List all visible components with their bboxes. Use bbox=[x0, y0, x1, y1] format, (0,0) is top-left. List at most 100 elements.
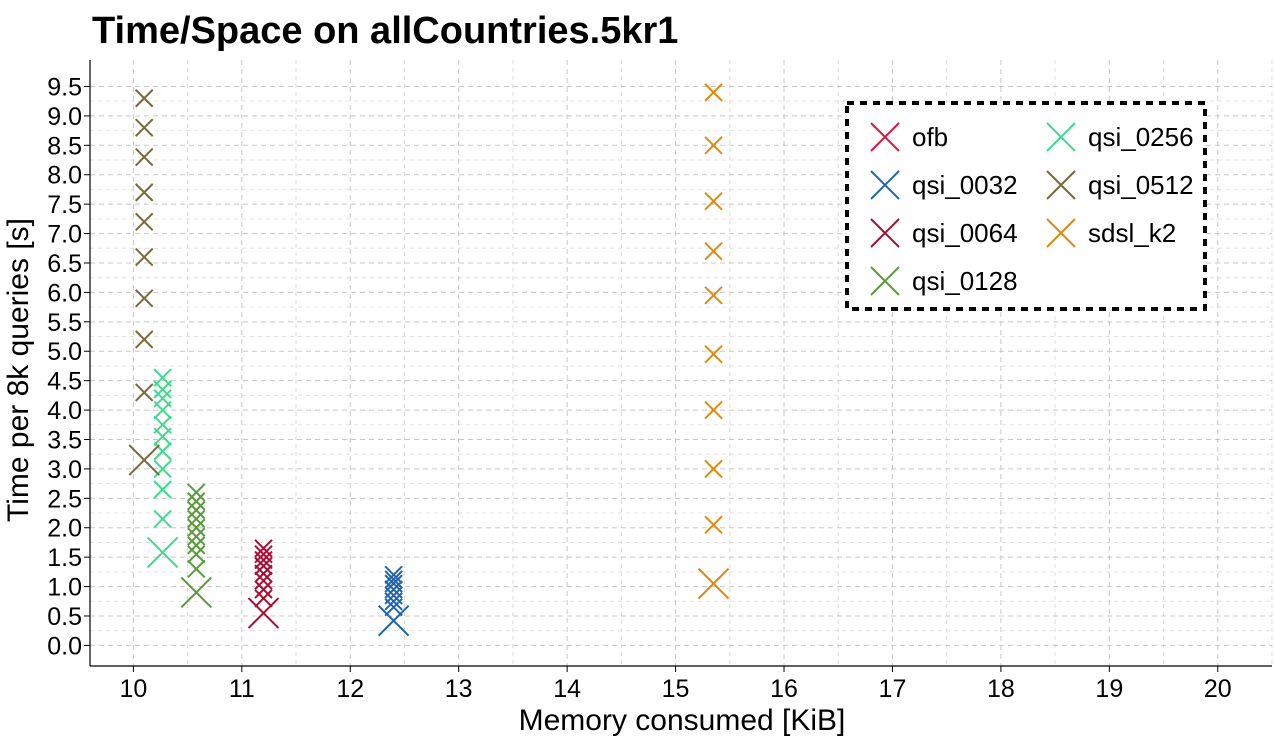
y-tick-label: 6.0 bbox=[47, 279, 82, 307]
y-tick-label: 1.5 bbox=[47, 544, 82, 572]
data-point bbox=[135, 289, 154, 308]
data-point bbox=[153, 368, 172, 387]
data-point bbox=[384, 570, 403, 589]
data-point bbox=[254, 564, 273, 583]
x-tick-label: 15 bbox=[662, 675, 690, 703]
data-point bbox=[153, 509, 172, 529]
axes bbox=[89, 60, 1272, 667]
x-tick-label: 10 bbox=[119, 675, 147, 703]
y-tick-label: 2.0 bbox=[47, 515, 82, 543]
data-point bbox=[135, 183, 154, 202]
data-point bbox=[187, 545, 206, 564]
y-tick-label: 7.5 bbox=[47, 191, 82, 219]
data-point bbox=[704, 191, 723, 211]
y-axis-ticks: 0.00.51.01.52.02.53.03.54.04.55.05.56.06… bbox=[47, 73, 90, 660]
data-point bbox=[187, 559, 206, 579]
legend-item: sdsl_k2 bbox=[1046, 218, 1176, 248]
data-point bbox=[254, 571, 273, 590]
data-point bbox=[384, 574, 403, 593]
data-point bbox=[704, 286, 723, 305]
legend: ofb qsi_0032 qsi_0064 qsi_0128 qsi_0256 qsi_0… bbox=[845, 101, 1207, 311]
legend-label: sdsl_k2 bbox=[1088, 218, 1176, 248]
data-point bbox=[704, 459, 723, 479]
legend-item: qsi_0256 bbox=[1046, 122, 1194, 152]
data-point bbox=[187, 509, 206, 529]
data-point bbox=[377, 604, 410, 637]
y-tick-label: 2.5 bbox=[47, 485, 82, 513]
x-tick-label: 18 bbox=[987, 675, 1015, 703]
data-point bbox=[187, 536, 206, 555]
data-point bbox=[704, 83, 723, 102]
data-point bbox=[187, 500, 206, 520]
x-tick-label: 16 bbox=[770, 675, 798, 703]
y-tick-label: 4.0 bbox=[47, 397, 82, 425]
data-point bbox=[135, 383, 154, 402]
legend-marker bbox=[1046, 218, 1076, 248]
y-tick-label: 0.5 bbox=[47, 603, 82, 631]
x-tick-label: 11 bbox=[229, 675, 255, 703]
data-point bbox=[128, 444, 160, 476]
legend-item: qsi_0128 bbox=[870, 266, 1018, 296]
data-point bbox=[153, 459, 172, 479]
legend-label: ofb bbox=[912, 122, 948, 152]
x-axis-label: Memory consumed [KiB] bbox=[519, 704, 846, 737]
y-tick-label: 9.5 bbox=[47, 73, 82, 101]
data-points bbox=[128, 83, 730, 637]
legend-label: qsi_0128 bbox=[912, 266, 1018, 296]
y-tick-label: 5.5 bbox=[47, 309, 82, 337]
y-tick-label: 1.0 bbox=[47, 574, 82, 602]
data-point bbox=[135, 118, 154, 137]
data-point bbox=[254, 539, 273, 558]
legend-marker bbox=[870, 266, 900, 296]
y-tick-label: 8.0 bbox=[47, 162, 82, 190]
x-tick-label: 13 bbox=[445, 675, 473, 703]
y-tick-label: 6.5 bbox=[47, 250, 82, 278]
y-tick-label: 3.0 bbox=[47, 456, 82, 484]
data-point bbox=[153, 480, 172, 499]
data-point bbox=[704, 136, 723, 155]
legend-label: qsi_0256 bbox=[1088, 122, 1194, 152]
data-point bbox=[254, 589, 273, 608]
y-tick-label: 5.0 bbox=[47, 338, 82, 366]
data-point bbox=[153, 389, 172, 408]
legend-marker bbox=[1046, 122, 1076, 152]
data-point bbox=[187, 492, 206, 511]
data-point bbox=[704, 515, 723, 535]
x-tick-label: 12 bbox=[336, 675, 364, 703]
data-point bbox=[704, 242, 723, 261]
legend-item: ofb bbox=[870, 122, 948, 152]
y-tick-label: 3.5 bbox=[47, 426, 82, 454]
legend-label: qsi_0032 bbox=[912, 170, 1018, 200]
legend-marker bbox=[870, 218, 900, 248]
y-tick-label: 8.5 bbox=[47, 132, 82, 160]
y-tick-label: 9.0 bbox=[47, 103, 82, 131]
data-point bbox=[254, 545, 273, 564]
y-axis-label: Time per 8k queries [s] bbox=[2, 218, 35, 522]
data-point bbox=[180, 576, 212, 609]
legend-label: qsi_0064 bbox=[912, 218, 1018, 248]
data-point bbox=[187, 527, 206, 546]
legend-item: qsi_0512 bbox=[1046, 170, 1194, 200]
x-tick-label: 14 bbox=[553, 675, 581, 703]
x-tick-label: 17 bbox=[879, 675, 907, 703]
data-point bbox=[135, 247, 154, 267]
legend-marker bbox=[870, 122, 900, 152]
chart-title: Time/Space on allCountries.5kr1 bbox=[92, 10, 679, 52]
data-point bbox=[153, 442, 172, 461]
x-axis-ticks: 10 11 12 13 14 15 16 17 18 19 20 bbox=[119, 666, 1232, 703]
data-point bbox=[135, 89, 154, 108]
data-point bbox=[697, 567, 730, 600]
data-point bbox=[384, 565, 403, 585]
data-point bbox=[146, 536, 179, 569]
y-tick-label: 4.5 bbox=[47, 368, 82, 396]
data-point bbox=[187, 518, 206, 537]
data-point bbox=[254, 580, 273, 599]
x-tick-label: 19 bbox=[1095, 675, 1123, 703]
data-point bbox=[704, 344, 723, 364]
y-tick-label: 7.0 bbox=[47, 221, 82, 249]
data-point bbox=[135, 212, 154, 232]
legend-item: qsi_0032 bbox=[870, 170, 1018, 200]
data-point bbox=[187, 483, 206, 502]
legend-item: qsi_0064 bbox=[870, 218, 1018, 248]
